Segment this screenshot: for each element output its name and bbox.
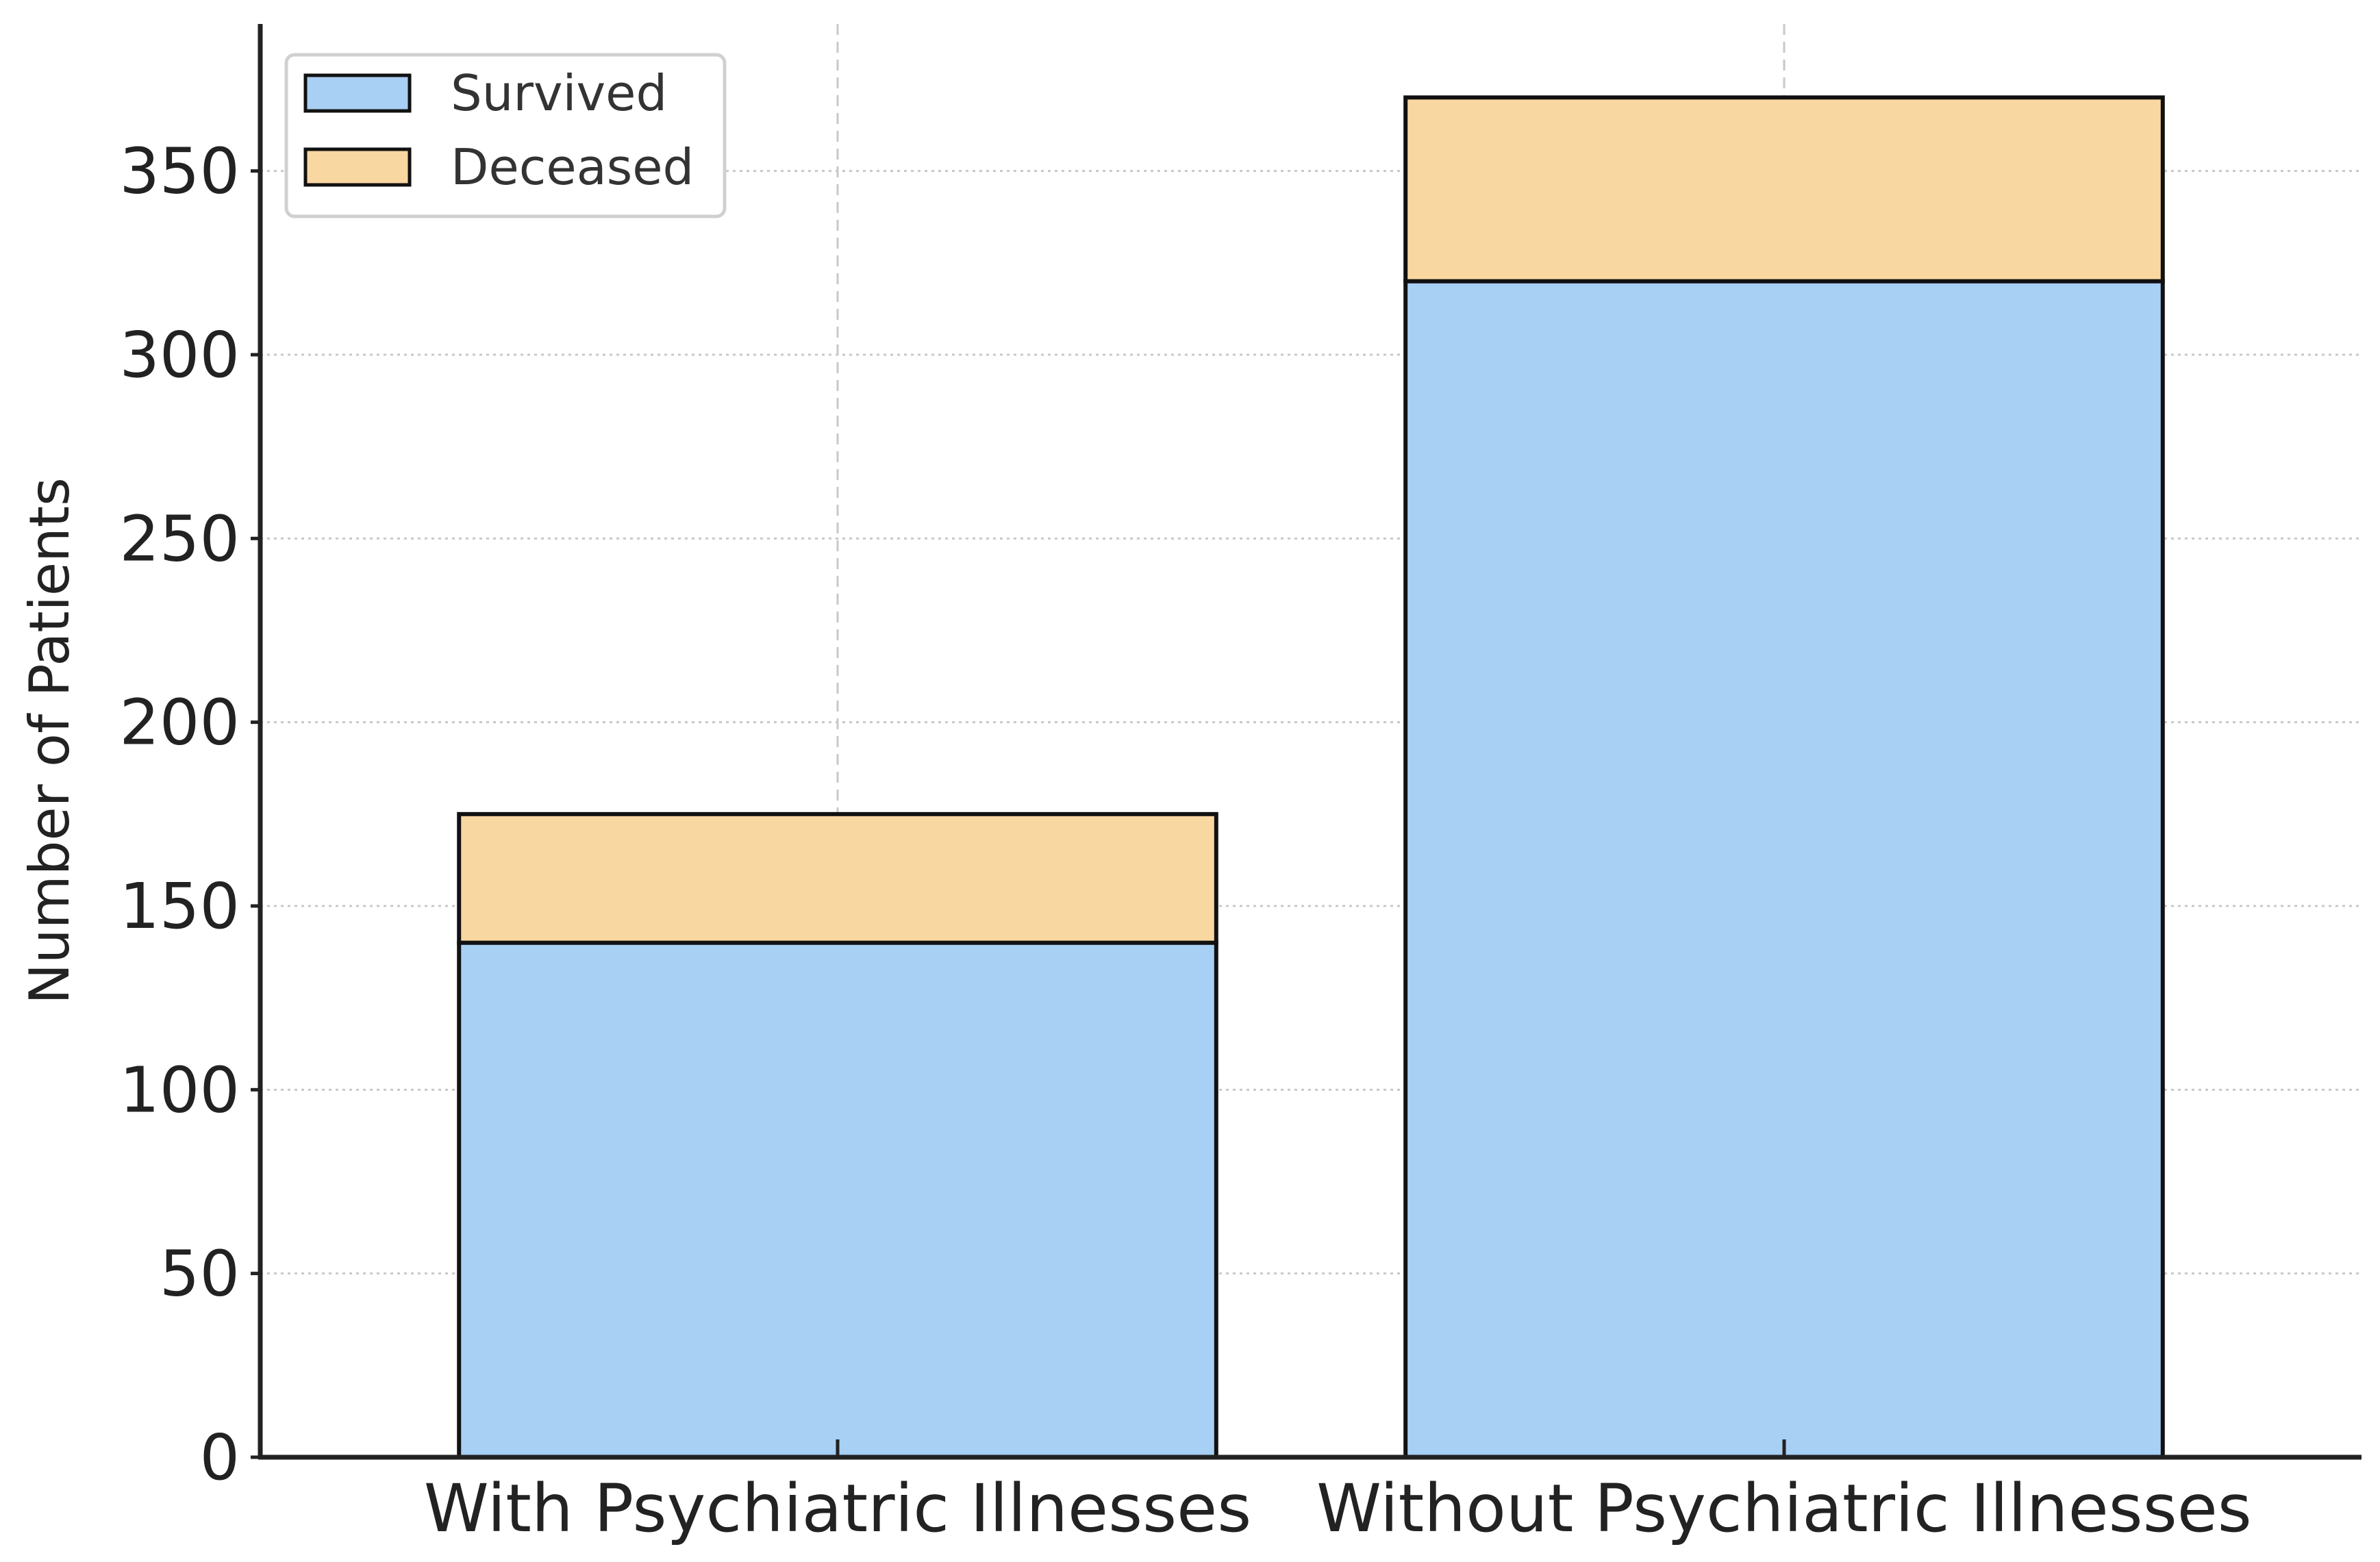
y-tick-label: 150 — [119, 870, 240, 943]
x-tick-label: Without Psychiatric Illnesses — [1316, 1470, 2252, 1547]
legend: Survived Deceased — [284, 53, 727, 218]
y-tick-label: 300 — [119, 318, 240, 392]
y-tick-label: 350 — [119, 135, 240, 208]
legend-label-deceased: Deceased — [451, 138, 694, 196]
bar-survived-2 — [1403, 279, 2165, 1460]
bar-deceased-2 — [1403, 95, 2165, 284]
axes-layer — [258, 24, 2362, 1460]
ticks-layer: 0 50 100 150 200 250 300 350 With Psychiatric Il… — [119, 135, 2251, 1547]
bar-survived-1 — [457, 940, 1218, 1459]
y-tick-label: 200 — [119, 686, 240, 759]
y-axis-label: Number of Patients — [18, 477, 82, 1005]
legend-swatch-survived — [303, 73, 412, 113]
bar-deceased-1 — [457, 811, 1218, 945]
y-tick-label: 50 — [160, 1237, 240, 1311]
legend-swatch-deceased — [303, 147, 412, 187]
y-tick-label: 100 — [119, 1053, 240, 1126]
y-tick-label: 0 — [199, 1421, 240, 1494]
bars-layer — [457, 95, 2165, 1460]
x-tick-label: With Psychiatric Illnesses — [424, 1470, 1251, 1547]
y-tick-label: 250 — [119, 502, 240, 575]
legend-label-survived: Survived — [451, 64, 667, 122]
